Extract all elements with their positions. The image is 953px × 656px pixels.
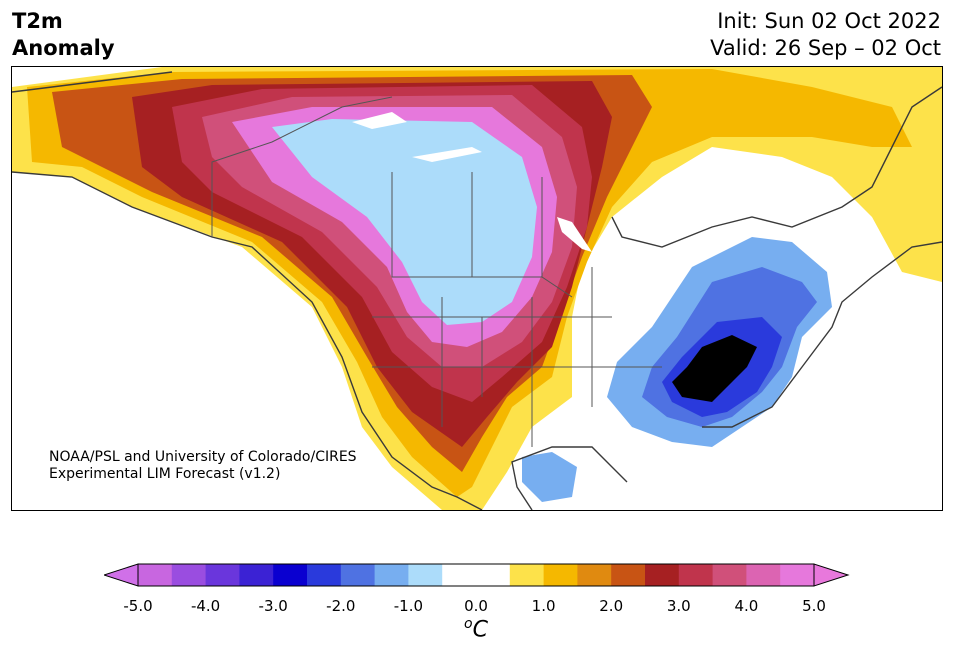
colorbar-tick-label: 5.0	[802, 597, 826, 615]
colorbar-tick-label: 0.0	[464, 597, 488, 615]
colorbar-swatch	[205, 564, 240, 586]
credit-text: NOAA/PSL and University of Colorado/CIRE…	[49, 449, 357, 483]
colorbar-tick-label: -5.0	[123, 597, 153, 615]
colorbar-tick-label: 2.0	[599, 597, 624, 615]
colorbar-swatch	[780, 564, 815, 586]
colorbar-swatch	[374, 564, 409, 586]
colorbar-swatch	[273, 564, 308, 586]
colorbar-tick-label: 1.0	[531, 597, 556, 615]
celsius-letter: C	[472, 617, 488, 643]
init-date: Init: Sun 02 Oct 2022	[717, 9, 941, 33]
coastlines	[12, 71, 942, 510]
cool-region-gulf	[522, 452, 577, 502]
valid-period: Valid: 26 Sep – 02 Oct	[710, 36, 941, 60]
colorbar-swatch	[611, 564, 646, 586]
credit-line-2: Experimental LIM Forecast (v1.2)	[49, 466, 281, 482]
colorbar-under-arrow	[104, 563, 139, 587]
credit-line-1: NOAA/PSL and University of Colorado/CIRE…	[49, 449, 357, 465]
political-borders	[211, 96, 662, 447]
colorbar-swatch	[239, 564, 274, 586]
plot-title-block: T2m Anomaly	[12, 8, 115, 62]
units-label: oC	[464, 616, 488, 642]
colorbar-swatch	[307, 564, 342, 586]
colorbar-tick-label: -3.0	[258, 597, 288, 615]
variable-label: T2m	[12, 9, 63, 33]
map-canvas	[12, 67, 942, 510]
cool-region-4	[672, 335, 757, 402]
hudson-bay-lakes	[352, 112, 592, 252]
colorbar-swatch	[509, 564, 545, 586]
colorbar-swatch	[476, 564, 511, 586]
colorbar-swatch	[442, 564, 477, 586]
forecast-dates: Init: Sun 02 Oct 2022 Valid: 26 Sep – 02…	[710, 8, 941, 62]
colorbar-swatch	[171, 564, 207, 586]
anomaly-map	[11, 66, 943, 511]
colorbar-swatch	[340, 564, 376, 586]
warm-region-max	[272, 119, 537, 325]
degree-symbol: o	[464, 616, 473, 632]
colorbar-frame	[137, 563, 815, 587]
colorbar-swatch	[543, 564, 578, 586]
colorbar-tick-label: 3.0	[666, 597, 691, 615]
colorbar-tick-label: -4.0	[190, 597, 221, 615]
colorbar-swatch	[138, 564, 173, 586]
colorbar-swatch	[712, 564, 747, 586]
colorbar	[104, 563, 850, 587]
colorbar-swatch	[746, 564, 781, 586]
colorbar-swatch	[678, 564, 714, 586]
colorbar-tick-label: -1.0	[393, 597, 424, 615]
colorbar-swatch	[645, 564, 680, 586]
anomaly-label: Anomaly	[12, 36, 115, 60]
colorbar-tick-label: -2.0	[326, 597, 356, 615]
colorbar-tick-label: 4.0	[734, 597, 759, 615]
colorbar-swatches	[138, 564, 815, 586]
colorbar-swatch	[408, 564, 443, 586]
colorbar-swatch	[577, 564, 612, 586]
colorbar-over-arrow	[813, 563, 850, 587]
